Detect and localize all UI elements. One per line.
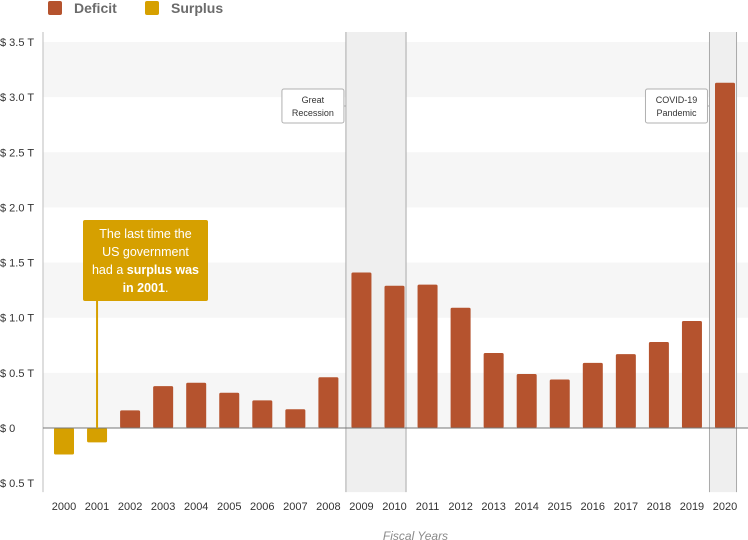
x-tick-label: 2009 <box>349 501 373 513</box>
x-tick-label: 2000 <box>52 501 76 513</box>
y-tick-label: $ 0 <box>0 423 15 435</box>
x-tick-label: 2005 <box>217 501 241 513</box>
bar-2011[interactable] <box>417 284 438 428</box>
legend-swatch <box>145 1 159 15</box>
bar-2020[interactable] <box>715 82 735 428</box>
x-tick-label: 2016 <box>581 501 605 513</box>
x-tick-label: 2004 <box>184 501 208 513</box>
legend-label: Surplus <box>171 0 223 16</box>
callout-text-span: . <box>165 281 168 295</box>
y-tick-label: $ 2.5 T <box>0 147 34 159</box>
x-tick-label: 2001 <box>85 501 109 513</box>
y-tick-label: $ 3.0 T <box>0 92 34 104</box>
callout-text-span: US government <box>102 245 189 259</box>
callout-box <box>83 220 208 301</box>
annotations: Great Recession COVID-19 Pandemic <box>281 88 710 124</box>
bar-2017[interactable] <box>615 354 636 428</box>
x-tick-label: 2020 <box>713 501 737 513</box>
callout-text-span: in 2001 <box>123 281 165 295</box>
x-tick-label: 2012 <box>448 501 472 513</box>
bar-2013[interactable] <box>483 353 504 428</box>
bar-2018[interactable] <box>648 341 669 428</box>
bar-2004[interactable] <box>186 382 207 428</box>
bar-2002[interactable] <box>120 410 141 428</box>
legend-label: Deficit <box>74 0 117 16</box>
bar-2009[interactable] <box>351 272 372 428</box>
legend-item-surplus[interactable]: Surplus <box>145 0 223 16</box>
x-tick-label: 2013 <box>481 501 505 513</box>
bar-2007[interactable] <box>285 409 306 428</box>
legend-swatch <box>48 1 62 15</box>
x-tick-label: 2014 <box>514 501 538 513</box>
callout-line: had a surplus was <box>92 263 199 277</box>
callout-line: US government <box>102 245 189 259</box>
bar-2012[interactable] <box>450 307 471 428</box>
bar-2019[interactable] <box>681 321 702 428</box>
bar-2001[interactable] <box>87 428 108 443</box>
y-tick-label: $ 3.5 T <box>0 37 34 49</box>
axes <box>42 32 748 493</box>
bar-2016[interactable] <box>582 362 603 428</box>
x-tick-label: 2003 <box>151 501 175 513</box>
x-tick-label: 2019 <box>680 501 704 513</box>
callout-line: in 2001. <box>123 281 169 295</box>
y-tick-label: $ 1.0 T <box>0 313 34 325</box>
x-tick-label: 2011 <box>416 501 440 513</box>
surplus-callout: The last time the US government had a surp… <box>83 220 208 428</box>
bar-2000[interactable] <box>54 428 74 455</box>
bar-2010[interactable] <box>384 285 405 428</box>
y-tick-label: $ 2.0 T <box>0 202 34 214</box>
annotation-label: COVID-19 <box>656 95 698 105</box>
y-tick-label: $ 1.5 T <box>0 258 34 270</box>
x-tick-label: 2002 <box>118 501 142 513</box>
bar-2003[interactable] <box>153 386 174 428</box>
legend-item-deficit[interactable]: Deficit <box>48 0 117 16</box>
callout-text-span: had a <box>92 263 127 277</box>
bar-2015[interactable] <box>549 379 570 428</box>
x-tick-label: 2018 <box>647 501 671 513</box>
x-axis-title: Fiscal Years <box>383 529 448 540</box>
x-tick-label: 2015 <box>548 501 572 513</box>
bar-2008[interactable] <box>318 377 339 428</box>
x-tick-label: 2006 <box>250 501 274 513</box>
bar-2005[interactable] <box>219 392 240 428</box>
annotation-box <box>281 88 345 124</box>
x-tick-label: 2008 <box>316 501 340 513</box>
y-axis-ticks: $ 3.5 T $ 3.0 T $ 2.5 T $ 2.0 T $ 1.5 T $ 1.0… <box>0 37 34 490</box>
bar-2006[interactable] <box>252 400 273 428</box>
callout-text-span: surplus was <box>127 263 199 277</box>
x-tick-label: 2010 <box>382 501 406 513</box>
annotation-label: Recession <box>292 108 334 118</box>
x-tick-label: 2007 <box>283 501 307 513</box>
callout-line: The last time the <box>99 227 191 241</box>
bars <box>54 82 735 455</box>
x-axis-ticks: 2000 2001 2002 2003 2004 2005 2006 2007 2008 2009… <box>52 501 737 513</box>
y-tick-label: $ 0.5 T <box>0 368 34 380</box>
bar-2014[interactable] <box>516 373 537 428</box>
annotation-box <box>644 88 708 124</box>
x-tick-label: 2017 <box>614 501 638 513</box>
y-tick-label: $ 0.5 T <box>0 478 34 490</box>
callout-text-span: The last time the <box>99 227 191 241</box>
annotation-label: Pandemic <box>656 108 697 118</box>
annotation-label: Great <box>302 95 325 105</box>
legend[interactable]: Deficit Surplus <box>48 0 223 16</box>
